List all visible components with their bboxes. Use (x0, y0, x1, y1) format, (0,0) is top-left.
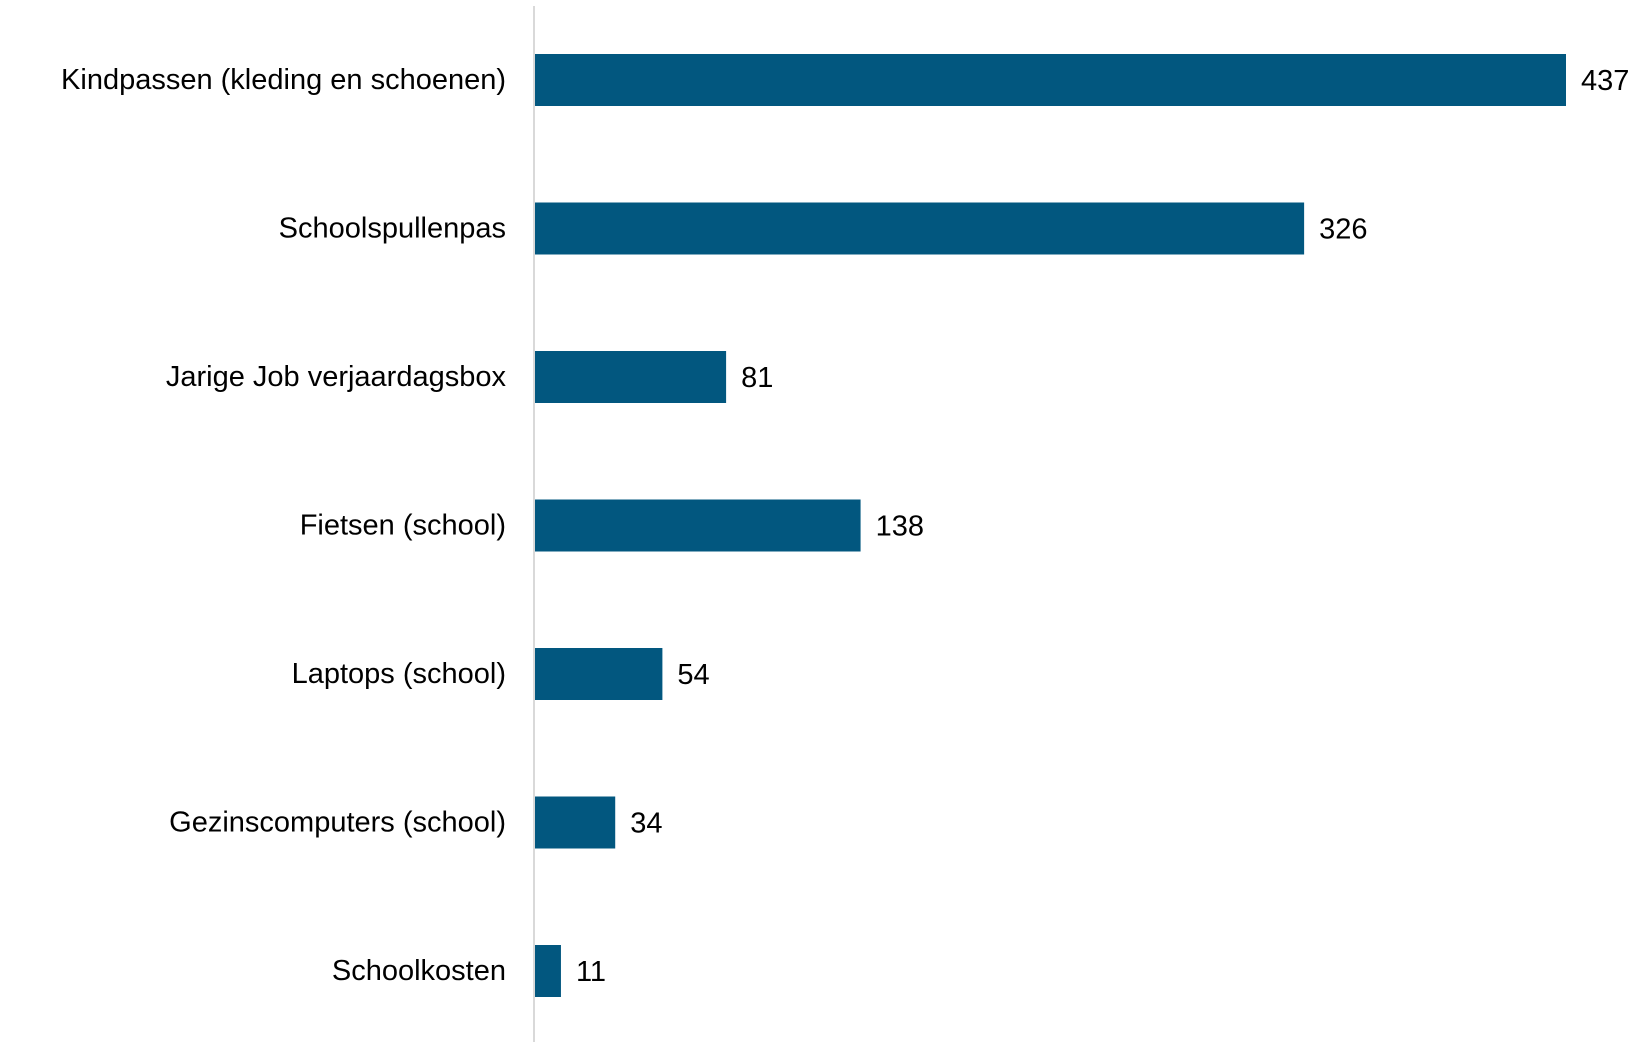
data-label: 437 (1581, 65, 1629, 97)
data-label: 138 (876, 511, 924, 543)
bar (535, 796, 616, 849)
category-label: Jarige Job verjaardagsbox (166, 361, 507, 393)
category-label: Schoolspullenpas (279, 213, 506, 245)
data-label: 11 (576, 956, 606, 988)
value-labels-layer: 437 326 81 138 54 34 11 (576, 65, 1629, 988)
category-label: Gezinscomputers (school) (169, 807, 506, 839)
bar (535, 648, 663, 700)
category-label: Schoolkosten (332, 955, 506, 987)
data-label: 81 (741, 362, 773, 394)
bar (535, 202, 1305, 255)
data-label: 326 (1319, 214, 1367, 246)
bar (535, 499, 861, 552)
category-label: Fietsen (school) (300, 510, 506, 542)
data-label: 54 (677, 659, 709, 691)
category-label: Laptops (school) (292, 658, 506, 690)
bar (535, 351, 727, 403)
data-label: 34 (630, 808, 662, 840)
bar (535, 945, 561, 997)
category-labels-layer: Kindpassen (kleding en schoenen) Schoolsp… (61, 64, 506, 987)
bars-layer (535, 54, 1566, 997)
category-label: Kindpassen (kleding en schoenen) (61, 64, 506, 96)
bar (535, 54, 1566, 106)
